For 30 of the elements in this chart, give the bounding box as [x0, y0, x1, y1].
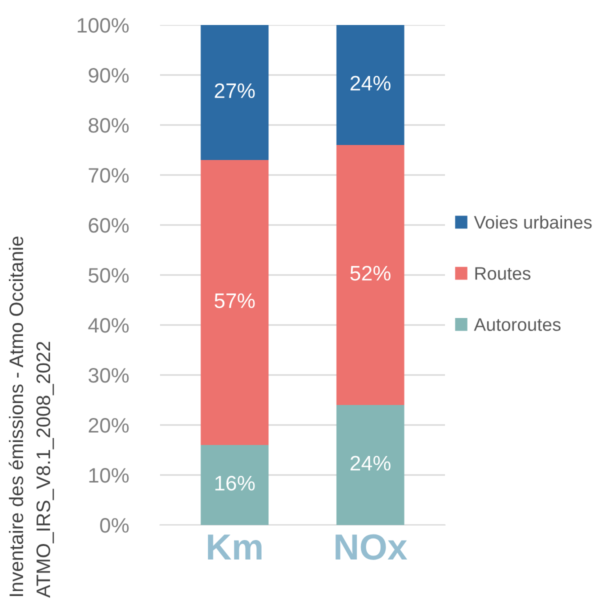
legend-label: Voies urbaines — [474, 215, 592, 229]
y-tick-label: 60% — [88, 218, 129, 233]
y-tick-label: 10% — [89, 468, 129, 483]
x-tick-label: Km — [208, 534, 262, 560]
y-tick-label: 90% — [88, 68, 129, 83]
legend-label: Routes — [475, 267, 530, 280]
y-tick-label: 70% — [88, 168, 129, 183]
bar — [200, 25, 269, 160]
bar — [200, 445, 269, 525]
bar — [336, 145, 404, 405]
bar — [336, 405, 404, 525]
x-tick-label: NOx — [336, 534, 408, 560]
y-tick-label: 20% — [88, 418, 129, 433]
y-tick-label: 100% — [78, 18, 129, 33]
y-tick-label: 80% — [88, 118, 129, 133]
y-tick-label: 0% — [100, 518, 129, 533]
data-label: 16% — [215, 476, 255, 491]
data-label: 24% — [350, 456, 390, 471]
y-tick-label: 50% — [88, 268, 129, 283]
data-label: 27% — [214, 83, 255, 98]
text: ATMO_IRS_V8.1_2008_2022 — [36, 342, 54, 598]
y-tick-label: 30% — [88, 368, 129, 383]
data-label: 57% — [214, 293, 255, 308]
bar — [200, 160, 269, 445]
legend-label: Autoroutes — [474, 318, 561, 331]
data-label: 52% — [350, 266, 390, 281]
data-label: 24% — [350, 76, 390, 91]
text: Inventaire des émissions - Atmo Occitanie — [8, 236, 24, 596]
bar — [336, 25, 404, 145]
y-tick-label: 40% — [88, 318, 129, 333]
